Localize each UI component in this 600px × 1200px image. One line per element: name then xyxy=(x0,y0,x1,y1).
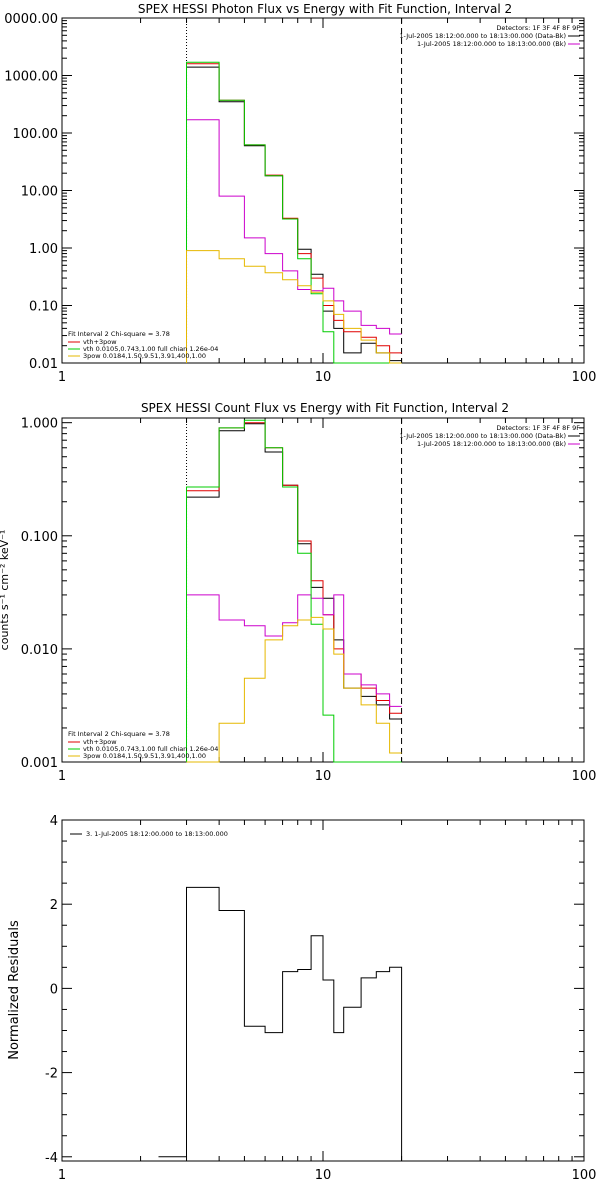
x-tick-label: 1 xyxy=(58,769,66,784)
photon-legend-pow: 3pow 0.0184,1.50,9.51,3.91,400,1.00 xyxy=(83,352,206,360)
y-tick-label: 1000.00 xyxy=(4,70,58,85)
x-tick-label: 10 xyxy=(315,769,332,784)
count-panel-title: SPEX HESSI Count Flux vs Energy with Fit… xyxy=(141,401,509,415)
y-tick-label: 0.001 xyxy=(21,756,58,771)
series-step-line xyxy=(186,66,402,363)
series-step-line xyxy=(158,886,403,1161)
x-tick-label: 10 xyxy=(315,1168,332,1183)
series-step-line xyxy=(186,63,402,363)
photon-legend-thermal: vth 0.0105,0.743,1.00 full chian 1.26e-0… xyxy=(83,345,218,353)
y-tick-label: 4 xyxy=(50,814,58,829)
series-step-line xyxy=(186,616,402,763)
x-tick-label: 10 xyxy=(315,370,332,385)
count-legend-thermal: vth 0.0105,0.743,1.00 full chian 1.26e-0… xyxy=(83,745,218,753)
x-tick-label: 100 xyxy=(572,769,597,784)
y-tick-label: 1.00 xyxy=(29,242,58,257)
photon-legend-detectors: Detectors: 1F 3F 4F 8F 9F xyxy=(496,24,580,32)
series-step-line xyxy=(186,419,402,763)
x-tick-label: 1 xyxy=(58,1168,66,1183)
series-step-line xyxy=(186,61,402,364)
count-legend-data: 1-Jul-2005 18:12:00.000 to 18:13:00.000 … xyxy=(399,432,566,440)
count-ylabel: counts s⁻¹ cm⁻² keV⁻¹ xyxy=(0,530,11,651)
y-tick-label: -4 xyxy=(45,1151,58,1166)
residuals-legend: 3. 1-Jul-2005 18:12:00.000 to 18:13:00.0… xyxy=(86,830,228,838)
count-legend-bk: 1-Jul-2005 18:12:00.000 to 18:13:00.000 … xyxy=(417,440,566,448)
count-legend-fit-header: Fit Interval 2 Chi-square = 3.78 xyxy=(68,730,170,738)
count-legend-fit: vth+3pow xyxy=(83,738,117,746)
y-tick-label: -2 xyxy=(45,1067,58,1082)
series-step-line xyxy=(186,250,402,364)
photon-legend-bk: 1-Jul-2005 18:12:00.000 to 18:13:00.000 … xyxy=(417,40,566,48)
x-tick-label: 100 xyxy=(572,370,597,385)
residuals-ylabel: Normalized Residuals xyxy=(7,920,22,1060)
y-tick-label: 0.100 xyxy=(21,530,58,545)
y-tick-label: 0.10 xyxy=(29,300,58,315)
y-tick-label: 2 xyxy=(50,898,58,913)
y-tick-label: 0.010 xyxy=(21,643,58,658)
photon-legend-fit-header: Fit Interval 2 Chi-square = 3.78 xyxy=(68,330,170,338)
y-tick-label: 1.000 xyxy=(21,417,58,432)
count-flux-panel: SPEX HESSI Count Flux vs Energy with Fit… xyxy=(0,401,596,784)
y-tick-label: 100.00 xyxy=(13,127,59,142)
y-tick-label: 0000.00 xyxy=(4,12,58,27)
y-tick-label: 0 xyxy=(50,982,58,997)
x-tick-label: 1 xyxy=(58,370,66,385)
residuals-plot-frame xyxy=(61,819,585,1162)
y-tick-label: 10.00 xyxy=(21,185,58,200)
x-tick-label: 100 xyxy=(572,1168,597,1183)
count-legend-pow: 3pow 0.0184,1.50,9.51,3.91,400,1.00 xyxy=(83,752,206,760)
photon-panel-title: SPEX HESSI Photon Flux vs Energy with Fi… xyxy=(138,2,512,16)
series-step-line xyxy=(186,119,402,363)
photon-legend-fit: vth+3pow xyxy=(83,338,117,346)
residuals-panel: Normalized Residuals 1 10 100 -4 -2 0 2 4 3. 1-… xyxy=(7,814,596,1183)
count-legend-detectors: Detectors: 1F 3F 4F 8F 9F xyxy=(496,424,580,432)
photon-legend-data: 1-Jul-2005 18:12:00.000 to 18:13:00.000 … xyxy=(399,32,566,40)
photon-flux-panel: SPEX HESSI Photon Flux vs Energy with Fi… xyxy=(4,2,596,385)
y-tick-label: 0.01 xyxy=(29,357,58,372)
